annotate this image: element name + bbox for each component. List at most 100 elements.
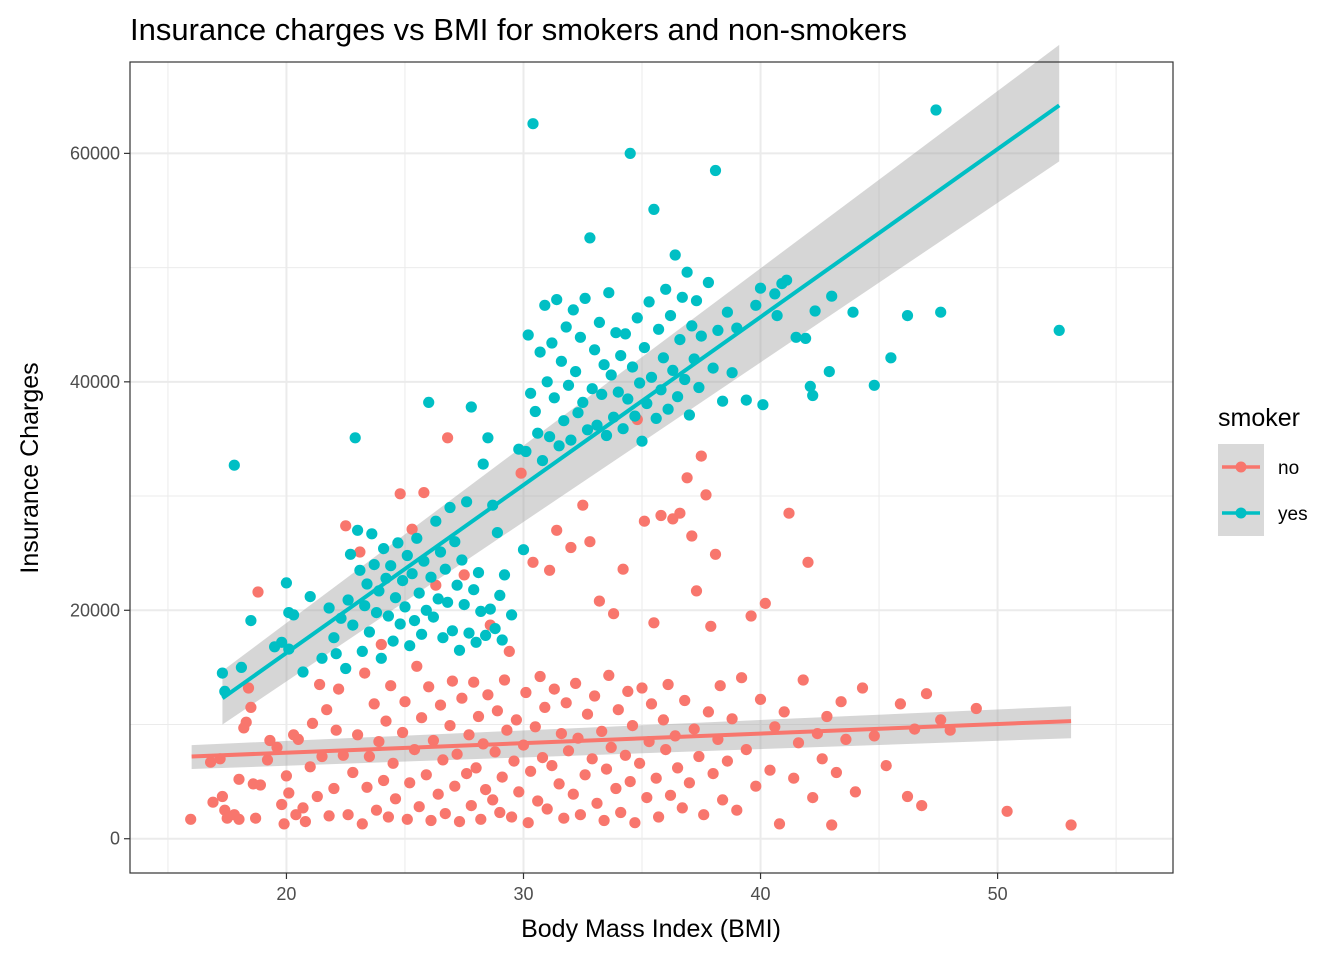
data-point-no xyxy=(491,705,503,717)
data-point-yes xyxy=(615,350,627,362)
data-point-no xyxy=(439,808,451,820)
data-point-yes xyxy=(416,628,428,640)
data-point-no xyxy=(589,690,601,702)
data-point-no xyxy=(340,520,352,532)
data-point-no xyxy=(375,638,387,651)
legend-item-yes: yes xyxy=(1218,490,1308,536)
data-point-no xyxy=(856,682,869,694)
data-point-no xyxy=(418,487,430,499)
data-point-no xyxy=(522,817,534,829)
data-point-yes xyxy=(477,458,489,470)
data-point-yes xyxy=(453,644,466,656)
data-point-no xyxy=(449,780,461,792)
data-point-no xyxy=(653,811,665,823)
data-point-no xyxy=(849,786,862,798)
data-point-no xyxy=(901,790,914,803)
data-point-yes xyxy=(366,528,378,540)
data-point-no xyxy=(442,432,454,444)
data-point-yes xyxy=(359,600,371,612)
data-point-yes xyxy=(674,334,686,346)
data-point-yes xyxy=(432,593,444,605)
data-point-yes xyxy=(427,611,439,623)
data-point-no xyxy=(525,765,537,777)
data-point-no xyxy=(316,750,328,763)
data-point-no xyxy=(759,597,771,610)
data-point-yes xyxy=(489,623,501,635)
data-point-no xyxy=(468,676,480,688)
data-point-no xyxy=(242,682,255,694)
data-point-no xyxy=(185,813,197,825)
data-point-yes xyxy=(612,386,624,398)
data-point-no xyxy=(683,777,696,789)
data-point-yes xyxy=(342,594,354,606)
data-point-no xyxy=(290,809,302,821)
data-point-no xyxy=(657,714,670,726)
data-point-no xyxy=(778,706,790,718)
data-point-yes xyxy=(420,604,432,616)
data-point-yes xyxy=(548,392,560,404)
data-point-no xyxy=(830,766,843,779)
data-point-yes xyxy=(354,564,366,576)
data-point-no xyxy=(608,608,620,620)
data-point-no xyxy=(577,499,589,511)
data-point-no xyxy=(233,773,245,785)
data-point-yes xyxy=(404,640,416,652)
data-point-yes xyxy=(406,568,418,580)
data-point-yes xyxy=(823,366,835,378)
legend-label-no: no xyxy=(1278,458,1299,479)
data-point-yes xyxy=(368,559,380,571)
data-point-yes xyxy=(472,567,485,579)
legend-title: smoker xyxy=(1218,404,1300,432)
data-point-no xyxy=(261,754,274,766)
data-point-yes xyxy=(653,323,665,335)
data-point-yes xyxy=(461,496,473,508)
data-point-no xyxy=(596,725,608,738)
data-point-yes xyxy=(546,337,558,349)
data-point-no xyxy=(306,717,319,730)
data-point-yes xyxy=(930,104,942,116)
data-point-yes xyxy=(683,409,696,421)
data-point-yes xyxy=(562,379,575,391)
data-point-yes xyxy=(901,310,914,322)
data-point-yes xyxy=(439,563,451,575)
data-point-yes xyxy=(458,599,470,611)
data-point-yes xyxy=(392,537,404,549)
data-point-no xyxy=(662,678,674,691)
data-point-no xyxy=(501,724,513,736)
data-point-no xyxy=(361,781,373,793)
data-point-no xyxy=(411,660,423,672)
data-point-no xyxy=(693,750,705,763)
data-point-yes xyxy=(686,320,698,332)
data-point-no xyxy=(679,694,691,707)
data-point-no xyxy=(205,756,217,768)
data-point-yes xyxy=(885,352,897,364)
data-point-no xyxy=(769,721,781,733)
data-point-no xyxy=(558,812,570,824)
data-point-no xyxy=(970,702,982,715)
data-point-yes xyxy=(631,312,643,324)
data-point-no xyxy=(868,730,880,742)
data-point-no xyxy=(835,696,847,708)
data-point-no xyxy=(280,770,292,782)
data-point-no xyxy=(544,564,556,576)
data-point-no xyxy=(382,811,394,823)
data-point-yes xyxy=(401,549,413,562)
data-point-no xyxy=(797,674,809,686)
data-point-yes xyxy=(693,381,705,394)
data-point-no xyxy=(593,595,606,607)
data-point-no xyxy=(264,734,276,747)
data-point-no xyxy=(216,790,228,803)
data-point-no xyxy=(529,721,541,733)
data-point-no xyxy=(271,741,283,754)
data-point-yes xyxy=(657,352,670,364)
data-point-yes xyxy=(444,501,456,514)
data-point-no xyxy=(645,698,658,710)
data-point-yes xyxy=(498,569,511,581)
data-point-no xyxy=(389,793,402,805)
data-point-no xyxy=(437,754,449,766)
legend-key-no-point xyxy=(1235,461,1247,473)
data-point-no xyxy=(510,714,522,726)
data-point-no xyxy=(600,763,613,775)
data-point-no xyxy=(695,450,707,462)
data-point-no xyxy=(562,745,575,757)
